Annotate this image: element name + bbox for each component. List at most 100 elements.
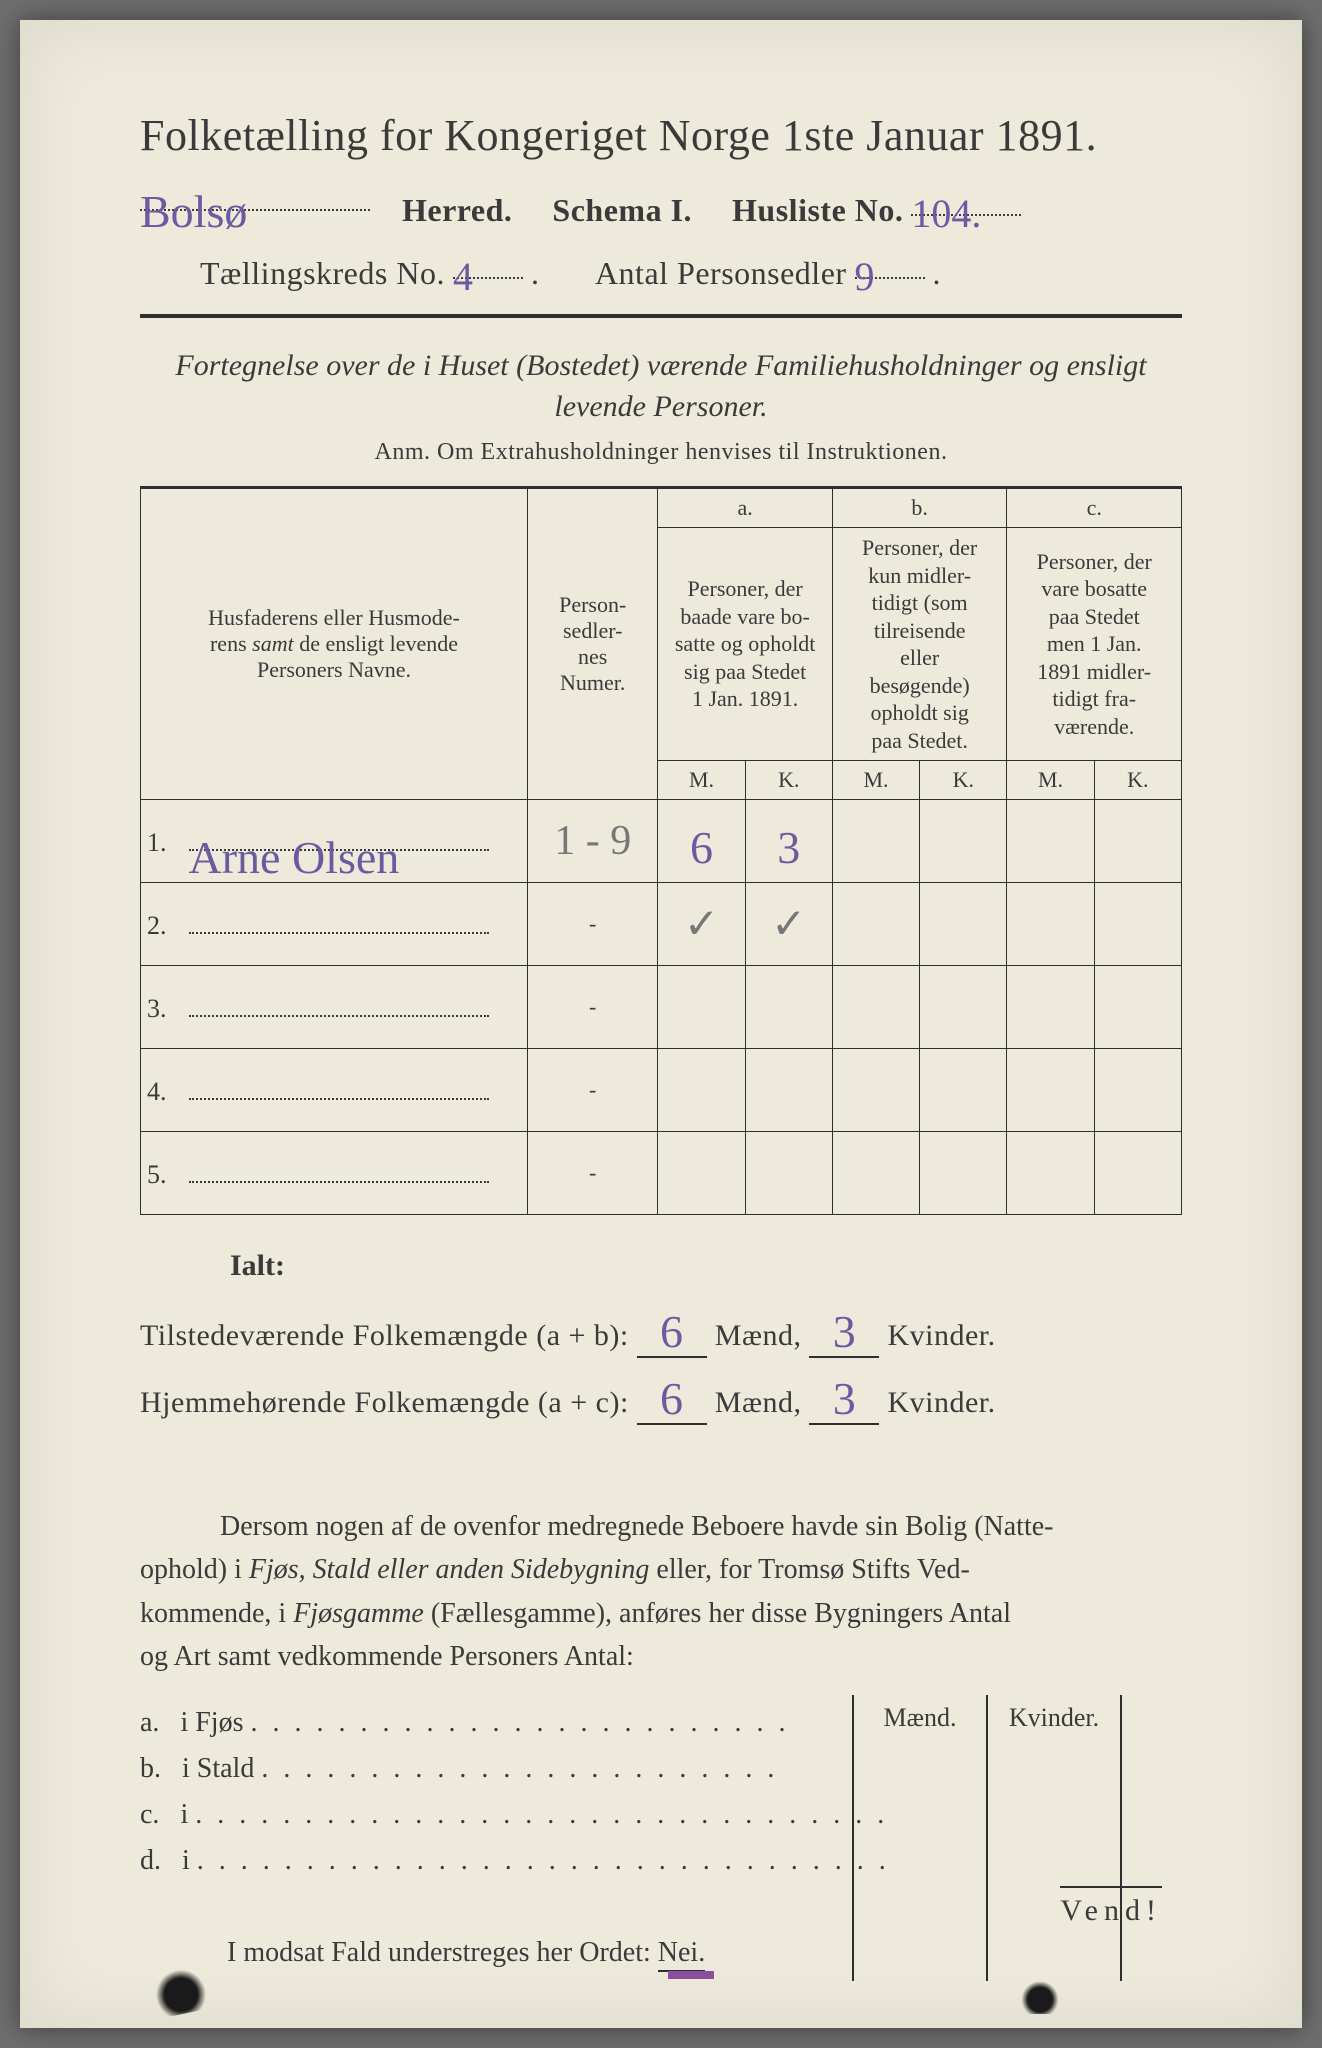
cell-b-k-5	[920, 1132, 1007, 1215]
hdr-b-l5: besøgende)	[870, 673, 970, 698]
side-building-table: Mænd. Kvinder.	[852, 1695, 1122, 1981]
cell-b-m-3	[832, 966, 919, 1049]
cell-num-1: 1 - 9	[528, 800, 658, 883]
cell-name-3: 3.	[141, 966, 528, 1049]
totals-line1-k-field: 3	[809, 1303, 879, 1358]
sb-d-m	[853, 1921, 987, 1981]
husliste-value: 104.	[911, 191, 981, 236]
personsedler-value: 9	[855, 254, 875, 299]
sb-key-c: c.	[140, 1799, 159, 1830]
personsedler-label: Antal Personsedler	[595, 255, 847, 291]
page-title: Folketælling for Kongeriget Norge 1ste J…	[140, 110, 1182, 161]
herred-label: Herred.	[402, 192, 512, 228]
cell-a-m-1: 6	[658, 800, 745, 883]
hdr-c-k: K.	[1094, 761, 1181, 800]
ialt-label: Ialt:	[230, 1249, 1182, 1283]
totals-line2-m: 6	[660, 1373, 684, 1424]
cell-name-2: 2.	[141, 883, 528, 966]
hdr-b-m: M.	[832, 761, 919, 800]
hdr-letter-b: b.	[832, 489, 1007, 528]
name-value-1: Arne Olsen	[189, 831, 400, 857]
cell-b-m-4	[832, 1049, 919, 1132]
hdr-b-l6: opholdt sig	[870, 700, 968, 725]
name-field-2	[189, 908, 489, 934]
sb-key-d: d.	[140, 1845, 161, 1876]
kreds-label: Tællingskreds No.	[200, 255, 445, 291]
hdr-b-l2: tidigt (som	[872, 590, 968, 615]
rule-heavy-1	[140, 314, 1182, 318]
cell-c-m-2	[1007, 883, 1094, 966]
hdr-letter-c: c.	[1007, 489, 1182, 528]
sb-row-d	[853, 1921, 1121, 1981]
hdr-b-l7: paa Stedet.	[871, 728, 968, 753]
hdr-c-l2: paa Stedet	[1049, 604, 1140, 629]
hdr-a-k: K.	[745, 761, 832, 800]
sb-b-k	[987, 1801, 1121, 1861]
name-field-3	[189, 991, 489, 1017]
hdr-c-l0: Personer, der	[1037, 549, 1152, 574]
sb-b-m	[853, 1801, 987, 1861]
header-row-3: Tællingskreds No. 4 . Antal Personsedler…	[140, 247, 1182, 292]
anm-note: Anm. Om Extrahusholdninger henvises til …	[140, 439, 1182, 466]
rownum-2: 2.	[147, 911, 177, 941]
table-row: 2. - ✓ ✓	[141, 883, 1182, 966]
cell-a-k-2: ✓	[745, 883, 832, 966]
kreds-field: 4	[453, 247, 523, 279]
hdr-desc-b: Personer, der kun midler- tidigt (som ti…	[832, 528, 1007, 761]
hdr-num-l2: sedler-	[563, 618, 622, 643]
cell-a-k-5	[745, 1132, 832, 1215]
table-row: 5. -	[141, 1132, 1182, 1215]
hdr-name-l1: Husfaderens eller Husmode-	[208, 605, 460, 630]
totals-line-1: Tilstedeværende Folkemængde (a + b): 6 M…	[140, 1303, 1182, 1358]
maend-label-1: Mænd,	[715, 1319, 802, 1352]
hdr-c-m: M.	[1007, 761, 1094, 800]
paper-damage-left	[146, 1960, 215, 2019]
census-form-page: Folketælling for Kongeriget Norge 1ste J…	[20, 20, 1302, 2028]
hdr-name-l3: Personers Navne.	[257, 657, 411, 682]
sb-c-m	[853, 1861, 987, 1921]
kvinder-label-2: Kvinder.	[887, 1386, 995, 1419]
kvinder-label-1: Kvinder.	[887, 1319, 995, 1352]
vend-label: Vend!	[1060, 1886, 1162, 1928]
hdr-a-l2: satte og opholdt	[675, 631, 816, 656]
cell-name-1: 1. Arne Olsen	[141, 800, 528, 883]
sb-text-c: i	[180, 1799, 188, 1830]
subheading-line1: Fortegnelse over de i Huset (Bostedet) v…	[175, 349, 1146, 382]
hdr-a-l0: Personer, der	[688, 576, 803, 601]
cell-a-m-3	[658, 966, 745, 1049]
sb-hdr-k: Kvinder.	[987, 1695, 1121, 1741]
totals-block: Ialt: Tilstedeværende Folkemængde (a + b…	[140, 1249, 1182, 1425]
sb-label-c: c. i . . . . . . . . . . . . . . . . . .…	[140, 1799, 780, 1831]
sb-row-a	[853, 1741, 1121, 1801]
cell-b-m-1	[832, 800, 919, 883]
hdr-a-l3: sig paa Stedet	[684, 659, 806, 684]
sb-text-b: i Stald	[182, 1753, 254, 1784]
hdr-c-l5: tidigt fra-	[1052, 686, 1136, 711]
row3-period2: .	[933, 255, 941, 291]
cell-a-m-5	[658, 1132, 745, 1215]
hdr-name: Husfaderens eller Husmode- rens samt de …	[141, 489, 528, 800]
side-building-paragraph: Dersom nogen af de ovenfor medregnede Be…	[140, 1505, 1182, 1679]
sb-dots-c: . . . . . . . . . . . . . . . . . . . . …	[195, 1799, 888, 1830]
hdr-c-l1: vare bosatte	[1041, 576, 1147, 601]
cell-b-m-5	[832, 1132, 919, 1215]
sb-label-a: a. i Fjøs . . . . . . . . . . . . . . . …	[140, 1707, 780, 1739]
sb-key-b: b.	[140, 1753, 161, 1784]
content-area: Folketælling for Kongeriget Norge 1ste J…	[140, 110, 1182, 1969]
table-row: 4. -	[141, 1049, 1182, 1132]
kreds-value: 4	[453, 254, 473, 299]
hdr-c-l6: værende.	[1054, 714, 1134, 739]
row3-period: .	[531, 255, 539, 291]
name-field-4	[189, 1074, 489, 1100]
num-value-1: 1 - 9	[554, 818, 631, 864]
cell-c-k-5	[1094, 1132, 1181, 1215]
cell-c-m-4	[1007, 1049, 1094, 1132]
nei-purple-mark	[668, 1971, 714, 1979]
maend-label-2: Mænd,	[715, 1386, 802, 1419]
cell-c-k-3	[1094, 966, 1181, 1049]
census-table: Husfaderens eller Husmode- rens samt de …	[140, 488, 1182, 1215]
hdr-num-l4: Numer.	[560, 670, 625, 695]
am-2: ✓	[684, 902, 719, 948]
title-text: Folketælling for Kongeriget Norge 1ste J…	[140, 111, 984, 160]
paper-damage-right	[1018, 1978, 1062, 2014]
